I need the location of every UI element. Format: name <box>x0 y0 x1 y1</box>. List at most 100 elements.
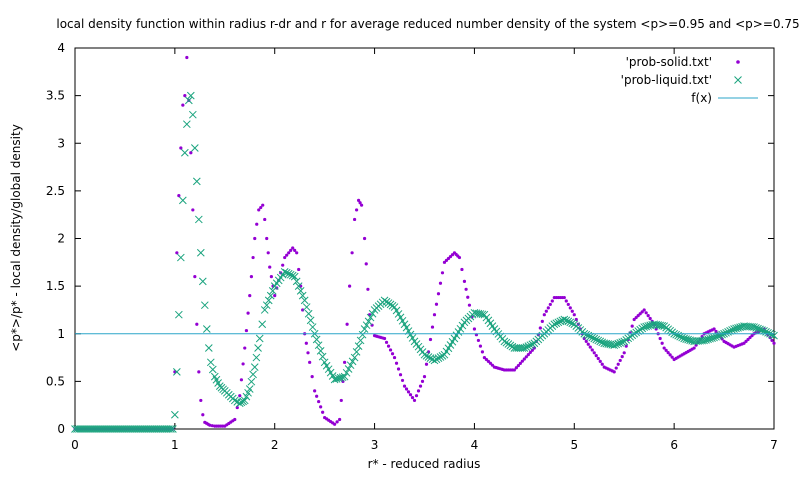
liquid-point <box>550 320 559 329</box>
liquid-point <box>167 425 175 433</box>
solid-point <box>436 292 441 296</box>
solid-point <box>748 335 752 340</box>
solid-point <box>467 303 472 307</box>
solid-point <box>542 313 546 317</box>
solid-point <box>446 256 451 261</box>
liquid-point <box>348 357 357 366</box>
liquid-point <box>328 372 337 380</box>
solid-point <box>257 208 261 212</box>
solid-point <box>630 324 634 328</box>
liquid-point <box>254 344 262 352</box>
liquid-point <box>298 291 307 300</box>
solid-point <box>466 295 470 299</box>
solid-point <box>546 306 550 310</box>
liquid-point <box>430 356 439 365</box>
solid-point <box>306 351 310 355</box>
solid-point <box>390 352 395 356</box>
liquid-point <box>592 335 601 344</box>
solid-point <box>420 379 425 383</box>
solid-point <box>289 248 293 253</box>
liquid-point <box>402 323 411 332</box>
solid-point <box>448 254 453 259</box>
solid-point <box>243 346 247 350</box>
liquid-point <box>202 325 211 333</box>
solid-point <box>528 350 532 355</box>
liquid-point <box>184 96 193 105</box>
x-tick-label: 5 <box>570 438 578 452</box>
liquid-point <box>616 339 625 347</box>
liquid-point <box>206 358 215 367</box>
liquid-point <box>250 363 259 371</box>
liquid-point <box>208 365 217 374</box>
solid-point <box>750 334 754 338</box>
y-tick-label: 0.5 <box>46 374 65 388</box>
liquid-point <box>260 306 269 314</box>
solid-point <box>295 251 299 255</box>
liquid-point <box>264 296 273 305</box>
solid-point <box>662 346 666 350</box>
solid-point <box>304 341 308 345</box>
liquid-point <box>586 332 595 341</box>
solid-point <box>345 322 349 326</box>
liquid-point <box>302 303 311 311</box>
y-tick-label: 3 <box>57 136 65 150</box>
y-tick-label: 2 <box>57 232 65 246</box>
liquid-point <box>752 323 760 332</box>
solid-point <box>418 384 423 388</box>
solid-point <box>600 362 604 366</box>
solid-point <box>177 194 181 198</box>
liquid-point <box>266 291 275 300</box>
solid-point <box>444 258 449 263</box>
liquid-point <box>394 310 403 318</box>
solid-point <box>488 361 493 365</box>
solid-point <box>612 370 616 374</box>
solid-point <box>442 260 447 264</box>
solid-point <box>268 265 272 269</box>
solid-point <box>514 366 518 370</box>
liquid-point <box>596 337 605 346</box>
solid-point <box>596 356 600 361</box>
solid-point <box>642 308 646 312</box>
solid-point <box>266 251 270 255</box>
solid-point <box>248 294 252 298</box>
solid-point <box>584 339 588 343</box>
solid-point <box>394 361 399 365</box>
liquid-point <box>294 282 303 290</box>
liquid-point <box>420 350 429 359</box>
solid-point <box>261 203 265 207</box>
liquid-point <box>710 333 718 342</box>
solid-point <box>484 357 489 362</box>
solid-point <box>592 351 596 355</box>
x-tick-label: 4 <box>471 438 479 452</box>
liquid-point <box>360 325 369 333</box>
liquid-point <box>756 325 764 334</box>
solid-point <box>362 236 367 241</box>
solid-point <box>364 262 368 266</box>
liquid-point <box>478 310 487 319</box>
solid-point <box>742 341 746 345</box>
liquid-point <box>562 316 571 325</box>
solid-point <box>462 279 467 283</box>
liquid-point <box>292 277 301 286</box>
liquid-point <box>245 385 254 393</box>
solid-point <box>646 314 650 318</box>
solid-point <box>384 340 389 344</box>
liquid-point <box>326 368 335 377</box>
solid-point <box>359 203 364 207</box>
solid-point <box>538 326 542 330</box>
liquid-point <box>268 287 277 295</box>
solid-point <box>640 310 644 314</box>
solid-point <box>356 198 361 202</box>
solid-point <box>620 355 624 359</box>
solid-point <box>482 355 487 360</box>
solid-point <box>175 251 179 255</box>
liquid-point <box>356 336 365 345</box>
solid-point <box>590 348 594 352</box>
liquid-point <box>204 344 213 352</box>
liquid-point <box>186 91 195 100</box>
solid-point <box>382 336 387 341</box>
solid-point <box>350 251 354 255</box>
liquid-point <box>560 315 569 324</box>
solid-point <box>193 275 197 279</box>
